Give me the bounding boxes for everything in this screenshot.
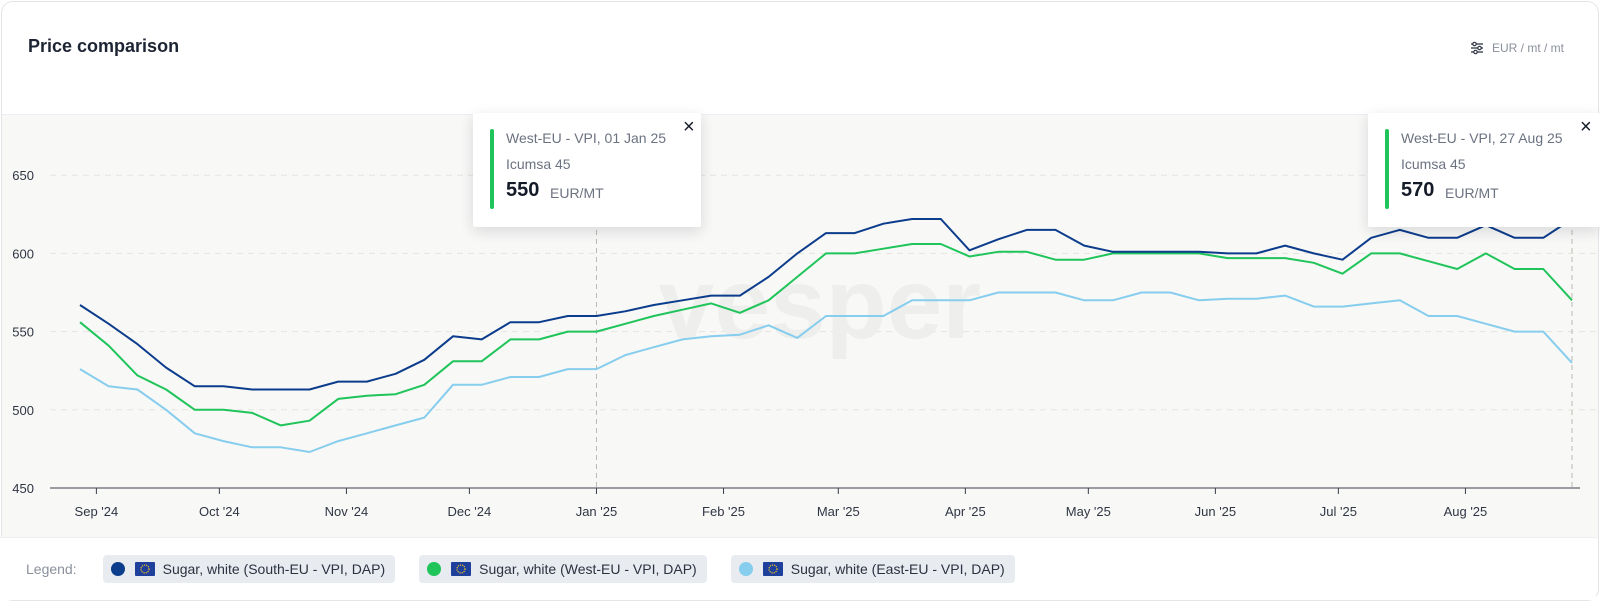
tooltip-color-bar (1385, 129, 1389, 209)
tooltip-aug: West-EU - VPI, 27 Aug 25 Icumsa 45 570 E… (1368, 113, 1600, 227)
x-tick-label: Jun '25 (1195, 504, 1237, 519)
tooltip-color-bar (490, 129, 494, 209)
card-header: Price comparison EUR / mt / mt (2, 2, 1598, 115)
legend-item-east-eu[interactable]: Sugar, white (East-EU - VPI, DAP) (730, 555, 1015, 583)
y-tick-label: 600 (12, 246, 34, 261)
sliders-icon (1471, 41, 1483, 55)
legend-item-label: Sugar, white (West-EU - VPI, DAP) (479, 561, 697, 577)
x-tick-label: Oct '24 (199, 504, 240, 519)
x-tick-label: Jul '25 (1320, 504, 1357, 519)
x-tick-label: Aug '25 (1444, 504, 1488, 519)
grid-lines (50, 174, 1596, 411)
eu-flag-icon (451, 562, 472, 576)
eu-flag-icon (134, 562, 155, 576)
y-tick-label: 650 (12, 168, 34, 183)
legend-item-label: Sugar, white (East-EU - VPI, DAP) (790, 561, 1005, 577)
tooltip-grade: Icumsa 45 (506, 156, 571, 172)
x-tick-label: Dec '24 (448, 504, 492, 519)
tooltip-header: West-EU - VPI, 27 Aug 25 (1401, 130, 1563, 146)
series-dot (110, 562, 125, 576)
series-line-2 (79, 291, 1573, 453)
y-tick-label: 550 (12, 325, 34, 340)
series-dot (738, 562, 753, 576)
y-tick-label: 450 (12, 481, 34, 496)
close-icon[interactable]: × (1580, 116, 1592, 138)
legend: Legend: Sugar, white (South-EU - VPI, DA… (0, 537, 1596, 600)
tooltip-grade: Icumsa 45 (1401, 156, 1466, 172)
x-tick-label: Nov '24 (325, 504, 369, 519)
tooltip-value: 570 (1401, 179, 1435, 201)
plot-area (2, 115, 1598, 539)
series-line-0 (79, 218, 1573, 391)
x-tick-label: Feb '25 (702, 504, 745, 519)
series-line-1 (79, 243, 1573, 427)
unit-label: EUR / mt / mt (1492, 41, 1564, 55)
tooltip-value: 550 (506, 179, 540, 201)
legend-label: Legend: (26, 561, 77, 577)
close-icon[interactable]: × (683, 116, 695, 138)
axes: 450 500 550 600 650 Sep '24 Oct '24 Nov '24 Dec … (12, 168, 1580, 519)
page-title: Price comparison (28, 36, 180, 56)
eu-flag-icon (762, 562, 783, 576)
x-tick-label: Jan '25 (576, 504, 618, 519)
unit-settings-button[interactable]: EUR / mt / mt (1470, 38, 1564, 58)
x-tick-label: Apr '25 (945, 504, 986, 519)
tooltip-header: West-EU - VPI, 01 Jan 25 (506, 130, 667, 146)
tooltip-unit: EUR/MT (1445, 185, 1499, 201)
legend-item-south-eu[interactable]: Sugar, white (South-EU - VPI, DAP) (102, 555, 396, 583)
legend-item-west-eu[interactable]: Sugar, white (West-EU - VPI, DAP) (419, 555, 707, 583)
legend-item-label: Sugar, white (South-EU - VPI, DAP) (162, 561, 386, 577)
x-tick-label: May '25 (1066, 504, 1111, 519)
series-dot (427, 562, 442, 576)
x-tick-label: Mar '25 (817, 504, 860, 519)
tooltip-jan: West-EU - VPI, 01 Jan 25 Icumsa 45 550 E… (473, 113, 701, 227)
y-tick-label: 500 (12, 403, 34, 418)
x-tick-label: Sep '24 (75, 504, 119, 519)
tooltip-unit: EUR/MT (550, 185, 604, 201)
series-lines (79, 218, 1573, 453)
